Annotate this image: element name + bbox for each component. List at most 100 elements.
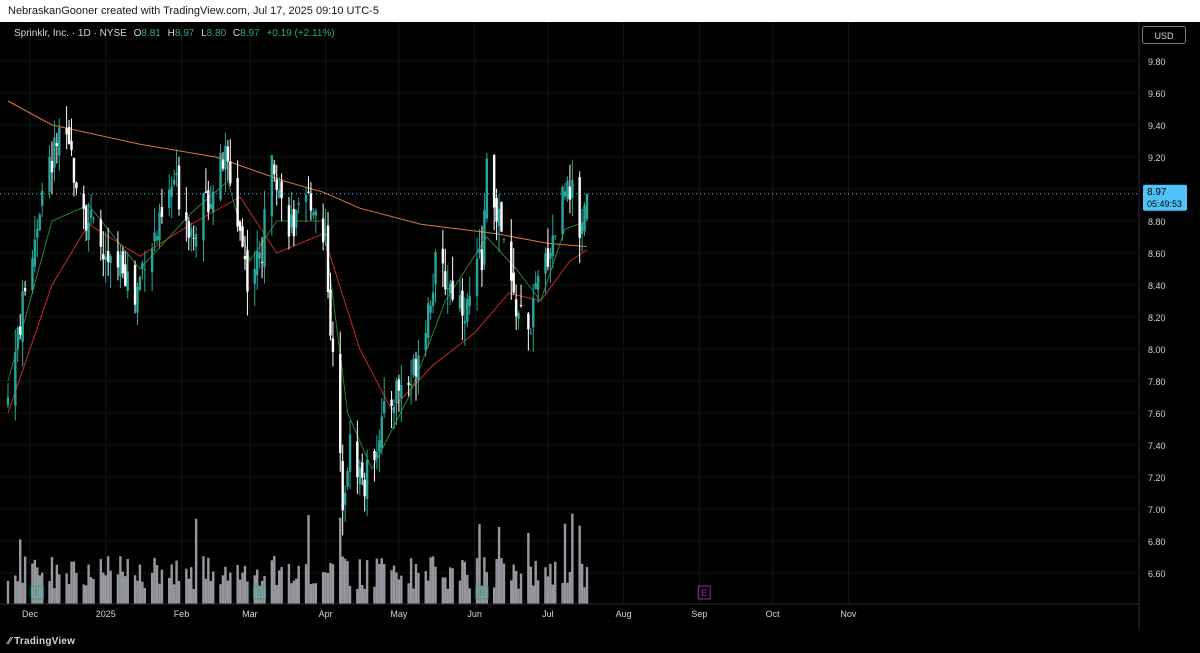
candle-body (483, 210, 486, 265)
volume-bar (461, 559, 464, 604)
volume-bar (187, 578, 190, 604)
candle-body (253, 269, 256, 284)
candle-body (133, 265, 137, 305)
volume-bar (202, 556, 205, 604)
volume-bar (414, 564, 418, 604)
candle-body (99, 219, 103, 247)
volume-bar (150, 572, 154, 604)
candle-body (75, 182, 78, 189)
volume-bar (546, 576, 550, 604)
candle-body (307, 191, 310, 193)
low-value: 8.80 (206, 28, 227, 39)
volume-bar (53, 588, 56, 604)
candle-body (563, 191, 567, 197)
candle-body (429, 305, 432, 313)
volume-bar (307, 515, 310, 604)
earnings-marker-label: E (479, 588, 485, 598)
candle-body (458, 295, 462, 309)
volume-bar (373, 586, 376, 604)
candle-body (463, 320, 467, 324)
volume-bar (468, 588, 471, 604)
earnings-marker-icon (475, 585, 489, 600)
candle-body (571, 180, 574, 198)
candle-body (275, 179, 278, 190)
candle-body (194, 233, 198, 247)
volume-bar (143, 588, 147, 604)
volume-bar (378, 563, 381, 604)
volume-bar (517, 588, 520, 604)
price-chart[interactable]: 6.60 6.80 7.00 7.20 7.40 7.60 7.80 8.00 8.20 8.40… (0, 22, 1200, 630)
candle-body (361, 462, 364, 478)
candle-body (92, 218, 95, 220)
currency-button[interactable]: USD (1142, 26, 1186, 44)
candle-body (106, 250, 110, 262)
volume-bar (578, 525, 581, 604)
earnings-marker-icon (30, 585, 44, 600)
volume-bar (75, 572, 78, 604)
candle-body (273, 164, 276, 175)
candle-body (209, 203, 212, 209)
candle-body (375, 451, 379, 459)
volume-bar (321, 572, 325, 604)
candle-body (409, 384, 413, 386)
candle-body (72, 158, 76, 183)
footer-bar: ⁄⁄ TradingView (0, 630, 1200, 653)
x-tick-label: Dec (22, 609, 39, 619)
volume-bar (21, 582, 24, 604)
volume-bar (87, 564, 90, 604)
candle-body (109, 256, 112, 264)
volume-bar (583, 587, 586, 604)
grid (0, 22, 1139, 604)
x-tick-label: Aug (616, 609, 632, 619)
volume-bar (343, 558, 347, 604)
candle-body (348, 434, 352, 472)
volume-bar (529, 566, 533, 604)
candle-body (224, 145, 227, 170)
volume-bar (519, 573, 523, 604)
y-tick-label: 9.40 (1148, 121, 1166, 131)
attribution-text: NebraskanGooner created with TradingView… (8, 5, 379, 17)
volume-bar (478, 524, 481, 604)
y-tick-label: 7.60 (1148, 409, 1166, 419)
volume-bar (429, 557, 432, 604)
volume-bar (50, 557, 54, 604)
volume-bar (324, 572, 327, 604)
candle-body (31, 258, 34, 291)
candle-body (500, 202, 503, 232)
candle-body (175, 172, 178, 176)
volume-bar (580, 563, 584, 604)
candle-body (212, 191, 215, 213)
volume-bar (331, 564, 335, 604)
volume-bar (255, 569, 259, 604)
earnings-marker-icon (697, 585, 711, 600)
volume-bar (483, 557, 486, 604)
x-tick-label: 2025 (96, 609, 116, 619)
volume-bar (346, 561, 349, 604)
volume-bar (290, 583, 293, 604)
volume-bar (309, 584, 313, 604)
moving-average-line (7, 100, 588, 248)
volume-bar (38, 575, 41, 604)
volume-bar (304, 564, 308, 604)
candle-body (534, 283, 537, 290)
candle-body (383, 401, 386, 414)
volume-bar (6, 580, 10, 604)
candle-body (502, 238, 506, 240)
y-tick-label: 8.60 (1148, 249, 1166, 259)
candle-body (150, 248, 154, 273)
candle-body (58, 127, 61, 156)
candle-body (260, 261, 264, 263)
tradingview-logo-icon: ⁄⁄ (8, 636, 12, 647)
x-tick-label: Oct (766, 609, 781, 619)
candle-body (14, 352, 17, 406)
volume-bar (532, 585, 535, 604)
y-tick-label: 6.60 (1148, 569, 1166, 579)
volume-bar (260, 580, 264, 604)
x-tick-label: Nov (840, 609, 857, 619)
candle-body (536, 276, 540, 290)
symbol-legend: Sprinklr, Inc. · 1D · NYSE O8.81 H8.97 L… (14, 28, 335, 39)
candle-body (397, 379, 401, 391)
volume-bar (448, 567, 452, 604)
chart-frame[interactable]: 6.60 6.80 7.00 7.20 7.40 7.60 7.80 8.00 8.20 8.40… (0, 22, 1200, 630)
volume-bar (495, 559, 498, 604)
